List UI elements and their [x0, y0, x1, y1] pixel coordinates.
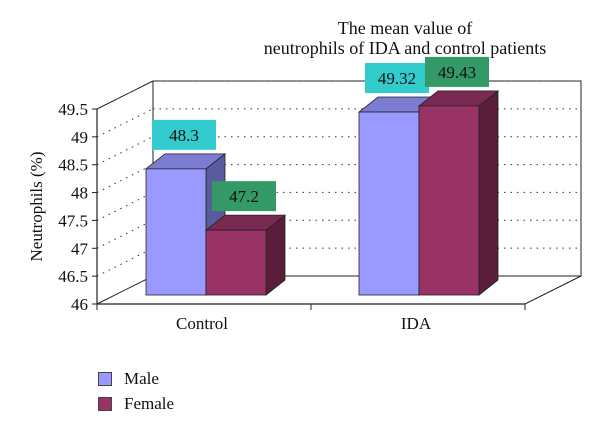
chart-title-line-2: neutrophils of IDA and control patients [263, 38, 547, 58]
bar-female-ida [418, 105, 480, 296]
data-label-female-control: 47.2 [229, 187, 259, 206]
bar-male-ida [358, 111, 420, 296]
chart-title-line-1: The mean value of [337, 18, 473, 38]
data-label-male-control: 48.3 [169, 126, 199, 145]
bar-side-female-ida [478, 90, 499, 296]
y-tick-label: 46.5 [58, 267, 88, 286]
data-label-box-male-control [152, 119, 216, 150]
bar-female-control [205, 229, 267, 296]
y-tick-label: 49.5 [58, 100, 88, 119]
legend-swatch-female [98, 396, 112, 411]
legend-item-female: Female [98, 391, 174, 416]
data-label-male-ida: 49.32 [378, 69, 416, 88]
y-tick-label: 48 [71, 184, 88, 203]
x-category-label-control: Control [176, 314, 228, 333]
y-tick-label: 47 [71, 239, 89, 258]
y-tick-label: 47.5 [58, 211, 88, 230]
gridline-side [96, 219, 154, 249]
legend-item-male: Male [98, 366, 174, 391]
gridline-side [96, 108, 154, 138]
bar-male-control [145, 168, 207, 296]
y-tick-label: 49 [71, 128, 88, 147]
data-label-box-male-ida [365, 63, 429, 94]
data-label-box-female-control [212, 181, 276, 212]
legend-swatch-male [98, 371, 112, 386]
gridline-side [96, 247, 154, 277]
y-tick-label: 48.5 [58, 156, 88, 175]
gridline-side [96, 80, 154, 110]
y-axis-title: Neutrophils (%) [27, 151, 46, 261]
legend: Male Female [98, 366, 174, 416]
data-label-box-female-ida [425, 56, 489, 87]
x-category-label-ida: IDA [401, 314, 432, 333]
y-tick-label: 46 [71, 295, 88, 314]
data-label-female-ida: 49.43 [438, 63, 476, 82]
legend-label-female: Female [124, 393, 175, 413]
legend-label-male: Male [124, 368, 159, 388]
gridline-side [96, 164, 154, 194]
gridline-side [96, 191, 154, 221]
gridline-side [96, 136, 154, 166]
